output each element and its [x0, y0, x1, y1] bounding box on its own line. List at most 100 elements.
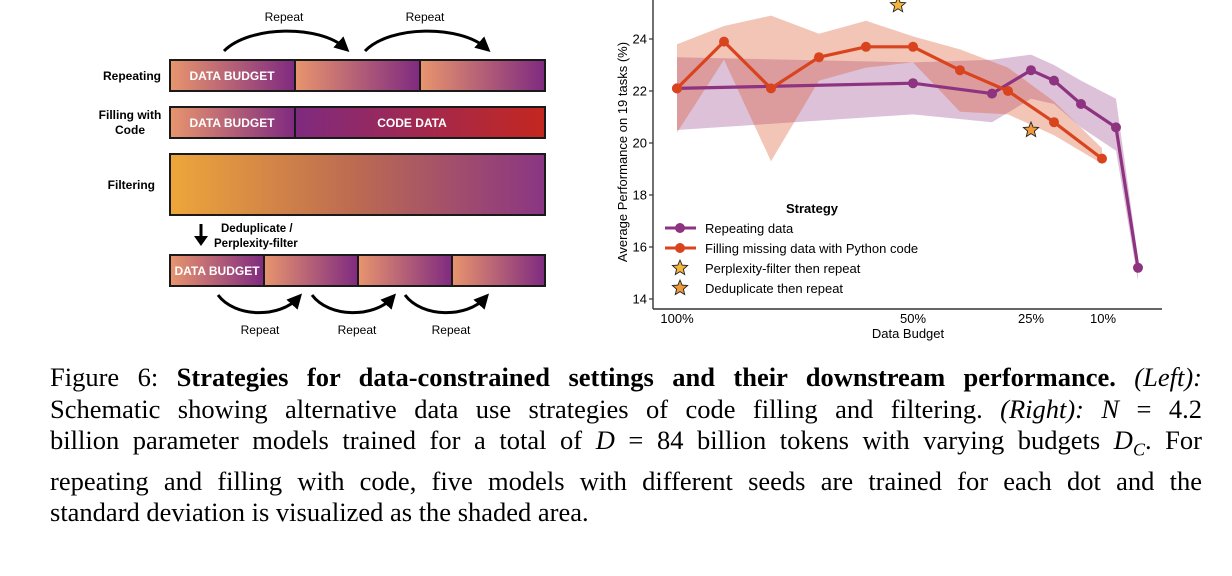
filtering-bar: [169, 153, 546, 216]
row-label-filling-line1: Filling with: [99, 108, 162, 122]
std-band: [677, 54, 1138, 281]
repeating-bar: DATA BUDGET: [169, 59, 546, 92]
filter-step-line1: Deduplicate /: [221, 223, 293, 235]
repeat-label: Repeat: [265, 10, 304, 24]
x-axis-label: Data Budget: [872, 326, 945, 341]
caption-line: Schematic showing alternative data use s…: [50, 394, 1202, 426]
data-point: [861, 41, 871, 52]
legend: Strategy Repeating data Filling missing …: [665, 201, 918, 296]
data-point: [908, 41, 918, 52]
data-point: [1097, 153, 1107, 164]
caption-line: Figure 6: Strategies for data-constraine…: [50, 362, 1202, 394]
data-point: [1003, 86, 1013, 96]
repeat-arrow: [216, 293, 303, 315]
caption-text: (Left):: [1134, 362, 1202, 392]
legend-star-dedup-icon: [671, 278, 689, 296]
series-lines: [672, 0, 1143, 273]
legend-entry-filling: Filling missing data with Python code: [705, 241, 918, 256]
repeat-label: Repeat: [338, 323, 377, 337]
caption-line: standard deviation is visualized as the …: [50, 497, 1202, 529]
caption-line: repeating and filling with code, five mo…: [50, 466, 1202, 498]
x-tick-label: 100%: [660, 311, 694, 326]
legend-star-perplexity-icon: [671, 258, 689, 276]
std-bands: [677, 15, 1138, 281]
y-tick-label: 24: [633, 32, 647, 47]
repeat-label: Repeat: [241, 323, 280, 337]
caption-text: Figure 6:: [50, 362, 177, 392]
y-tick-label: 18: [633, 188, 647, 203]
caption-text: Strategies for data-constrained settings…: [176, 362, 1116, 392]
caption-text: repeating and filling with code, five mo…: [50, 465, 1202, 496]
repeat-arrow: [403, 293, 490, 315]
y-axis-label: Average Performance on 19 tasks (%): [615, 42, 630, 262]
caption-text: = 84 billion tokens with varying budgets: [614, 425, 1114, 455]
legend-entry-repeating: Repeating data: [705, 221, 794, 236]
legend-title: Strategy: [786, 201, 839, 216]
caption-text: standard deviation is visualized as the …: [50, 497, 589, 528]
caption-text: . For: [1144, 425, 1202, 455]
data-point: [908, 78, 918, 89]
row-label-filling-line2: Code: [115, 123, 145, 137]
legend-repeating-marker: [665, 223, 696, 233]
performance-chart: 14 16 18 20 22 24 100% 50% 25% 10% Average Perfo…: [615, 0, 1162, 341]
caption-text: C: [1132, 439, 1145, 460]
repeat-arrows-bottom: [216, 293, 490, 315]
repeat-label: Repeat: [432, 323, 471, 337]
repeat-arrow: [363, 29, 491, 53]
data-budget-label: DATA BUDGET: [189, 69, 275, 83]
series-line: [676, 68, 1140, 269]
data-point: [766, 83, 776, 94]
filtered-repeat-bar: DATA BUDGET: [169, 254, 546, 287]
repeat-label: Repeat: [406, 10, 445, 24]
y-tick-label: 22: [633, 84, 647, 99]
repeat-arrows-top: [222, 29, 491, 53]
x-tick-label: 50%: [900, 311, 926, 326]
x-ticks: 100% 50% 25% 10%: [660, 311, 1116, 326]
data-point: [1111, 122, 1121, 133]
filling-bar: DATA BUDGET CODE DATA: [169, 106, 546, 139]
figure-caption: Figure 6: Strategies for data-constraine…: [50, 362, 1202, 529]
data-point: [814, 52, 824, 63]
row-label-filtering: Filtering: [108, 178, 155, 192]
legend-filling-marker: [665, 243, 696, 253]
y-ticks: 14 16 18 20 22 24: [633, 32, 653, 307]
legend-entry-perplexity: Perplexity-filter then repeat: [705, 261, 861, 276]
axes: [652, 0, 1162, 310]
row-label-repeating: Repeating: [103, 69, 161, 83]
caption-text: D: [1113, 425, 1133, 455]
star-marker: [1022, 120, 1040, 138]
x-tick-label: 25%: [1018, 311, 1044, 326]
caption-text: N: [1101, 393, 1120, 424]
data-point: [1076, 99, 1086, 109]
data-point: [1049, 75, 1059, 86]
repeat-arrow: [310, 293, 397, 315]
caption-text: Schematic showing alternative data use s…: [50, 393, 1001, 424]
star-marker: [889, 0, 907, 13]
data-point: [672, 83, 682, 94]
strategy-schematic: Repeat Repeat Repeating DATA BUDGET Fill…: [99, 10, 546, 337]
caption-text: D: [595, 425, 615, 455]
down-arrow-icon: [194, 224, 208, 246]
std-band: [677, 15, 1102, 164]
data-point: [1133, 262, 1143, 273]
code-data-label: CODE DATA: [377, 116, 447, 130]
caption-text: billion parameter models trained for a t…: [50, 425, 596, 455]
y-tick-label: 16: [633, 240, 647, 255]
data-budget-label: DATA BUDGET: [189, 116, 275, 130]
caption-text: [1116, 362, 1134, 392]
data-point: [987, 88, 997, 99]
caption-text: [1084, 394, 1101, 424]
data-budget-label: DATA BUDGET: [174, 264, 260, 278]
y-tick-label: 20: [633, 136, 647, 151]
data-point: [1026, 65, 1036, 76]
repeat-arrow: [222, 29, 350, 53]
caption-line: billion parameter models trained for a t…: [50, 425, 1202, 466]
legend-entry-dedup: Deduplicate then repeat: [705, 281, 843, 296]
caption-text: (Right):: [1000, 393, 1085, 424]
caption-text: = 4.2: [1119, 393, 1203, 424]
data-point: [719, 36, 729, 47]
series-line: [675, 39, 1103, 160]
data-point: [955, 65, 965, 76]
y-tick-label: 14: [633, 292, 647, 307]
data-point: [1049, 117, 1059, 128]
